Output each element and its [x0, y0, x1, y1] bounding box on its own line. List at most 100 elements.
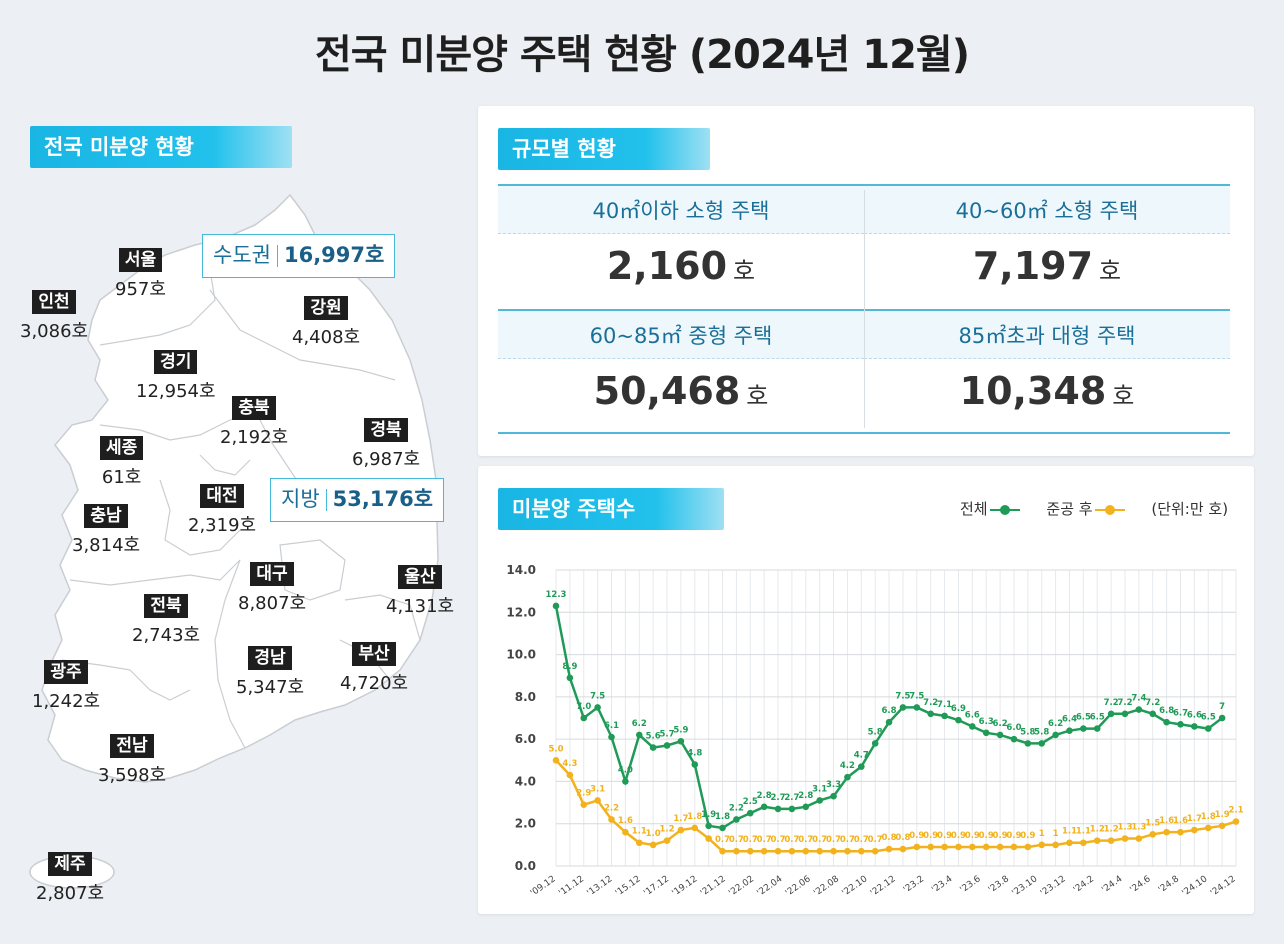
y-tick-label: 14.0 [506, 563, 536, 577]
data-point [816, 797, 823, 804]
data-label: 1.8 [687, 812, 702, 822]
boundary-line [209, 289, 396, 381]
data-point [1135, 835, 1143, 842]
region-충남: 충남 3,814호 [72, 504, 140, 557]
data-point [1191, 723, 1198, 730]
region-value: 4,408호 [292, 327, 361, 348]
data-label: 0.9 [979, 831, 994, 841]
data-point [844, 773, 851, 781]
data-point [594, 704, 601, 711]
region-value: 5,347호 [236, 677, 305, 698]
region-울산: 울산 4,131호 [386, 565, 454, 618]
data-point [1010, 843, 1018, 851]
data-label: 0.9 [923, 831, 938, 841]
x-tick-label: '17.12 [642, 874, 671, 898]
region-name: 울산 [398, 565, 442, 589]
data-point [1149, 830, 1157, 838]
x-tick-label: '23.4 [930, 874, 954, 895]
data-label: 2.9 [576, 789, 591, 799]
region-name: 세종 [100, 436, 144, 460]
data-point [1177, 828, 1184, 836]
x-tick-label: '23.12 [1039, 874, 1068, 898]
data-label: 0.9 [909, 831, 924, 841]
region-value: 2,743호 [132, 625, 201, 646]
data-label: 1 [1053, 829, 1059, 839]
region-value: 957호 [115, 279, 166, 300]
data-point [691, 824, 699, 832]
data-label: 6.7 [1173, 708, 1188, 718]
data-label: 7.2 [1117, 698, 1132, 708]
data-point [788, 805, 796, 813]
data-point [719, 847, 726, 855]
data-label: 1.6 [1173, 816, 1188, 826]
size-cell-value: 2,160 호 [498, 244, 864, 288]
data-point [899, 704, 907, 711]
data-point [996, 731, 1004, 739]
data-point [982, 729, 990, 737]
region-value: 2,192호 [220, 427, 289, 448]
region-name: 충남 [84, 504, 128, 528]
capital-area-summary: 수도권 16,997호 [202, 234, 396, 278]
region-전북: 전북 2,743호 [132, 594, 200, 647]
y-tick-label: 0.0 [515, 859, 536, 873]
data-label: 1.2 [659, 825, 674, 835]
data-label: 6.2 [632, 719, 647, 729]
region-name: 인천 [32, 290, 76, 314]
data-point [788, 847, 796, 855]
region-name: 전남 [110, 734, 154, 758]
data-point [1024, 740, 1032, 747]
data-label: 0.7 [826, 835, 841, 845]
data-point [941, 843, 948, 851]
divider [276, 245, 278, 267]
data-label: 5.6 [646, 732, 661, 742]
legend-swatch-total [989, 504, 1020, 516]
x-tick-label: '11.12 [557, 874, 586, 898]
capital-area-value: 16,997호 [283, 243, 385, 267]
region-충북: 충북 2,192호 [220, 396, 288, 449]
data-label: 6.2 [993, 719, 1008, 729]
data-label: 0.7 [840, 835, 855, 845]
data-label: 7.5 [895, 691, 910, 701]
data-point [1052, 841, 1059, 849]
data-point [1218, 822, 1226, 830]
region-전남: 전남 3,598호 [98, 734, 166, 787]
data-label: 0.7 [757, 835, 772, 845]
data-point [622, 778, 629, 785]
size-cell-label: 40~60㎡ 소형 주택 [864, 184, 1230, 234]
data-point [580, 714, 588, 722]
data-label: 6.6 [1187, 710, 1202, 720]
size-cell-value: 50,468 호 [498, 369, 864, 413]
data-label: 1.6 [1159, 816, 1174, 826]
data-label: 5.0 [548, 744, 563, 754]
boundary-line [344, 594, 421, 641]
local-area-label: 지방 [281, 487, 320, 511]
region-인천: 인천 3,086호 [20, 290, 88, 343]
data-point [1232, 818, 1240, 825]
data-point [830, 792, 837, 800]
data-point [802, 847, 810, 855]
data-label: 2.2 [729, 803, 744, 813]
data-point [1218, 714, 1226, 722]
data-label: 1.1 [1062, 827, 1077, 837]
size-section-tag: 규모별 현황 [498, 128, 710, 170]
data-label: 1.8 [1201, 812, 1216, 822]
data-label: 0.7 [798, 835, 813, 845]
data-point [691, 761, 699, 768]
data-point [566, 674, 574, 682]
local-area-summary: 지방 53,176호 [270, 478, 444, 522]
data-label: 2.8 [757, 791, 772, 801]
region-광주: 광주 1,242호 [32, 660, 100, 713]
data-label: 6.1 [604, 721, 619, 731]
region-name: 광주 [44, 660, 88, 684]
size-cell-label: 40㎡이하 소형 주택 [498, 184, 864, 234]
data-label: 8.9 [562, 662, 577, 672]
x-tick-label: '22.04 [756, 874, 785, 899]
data-point [955, 716, 962, 724]
boundary-line [214, 559, 246, 749]
unit-note: (단위:만 호) [1151, 500, 1229, 518]
data-label: 0.9 [1006, 831, 1021, 841]
data-point [927, 710, 934, 718]
data-point [705, 822, 712, 830]
data-label: 6.9 [951, 704, 966, 714]
data-point [1121, 835, 1129, 842]
